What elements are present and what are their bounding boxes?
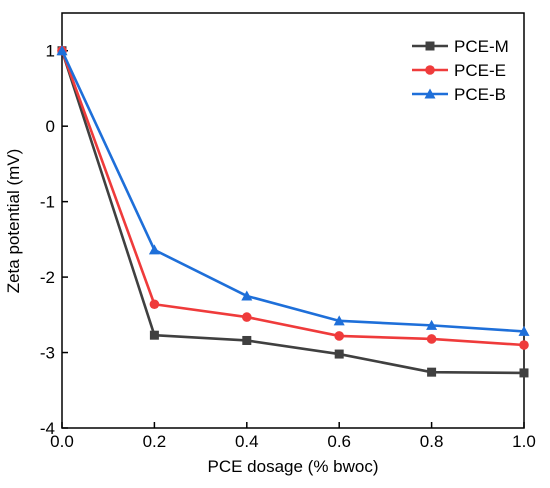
data-point-pce-m	[149, 330, 159, 340]
data-point-pce-e	[519, 340, 529, 350]
legend-label: PCE-B	[454, 85, 506, 104]
series-line-pce-b	[60, 50, 525, 333]
x-axis-title: PCE dosage (% bwoc)	[207, 457, 378, 476]
x-axis-ticks: 0.0 0.2 0.4 0.6 0.8 1.0	[50, 422, 536, 451]
y-tick-label: -2	[40, 268, 55, 287]
series-line-pce-e	[60, 50, 525, 347]
data-point-pce-m	[242, 335, 252, 345]
y-axis-ticks: -4 -3 -2 -1 0 1	[40, 42, 68, 438]
y-tick-label: -3	[40, 344, 55, 363]
series-line-pce-m	[60, 50, 525, 375]
x-tick-label: 0.8	[420, 432, 444, 451]
y-axis-title: Zeta potential (mV)	[4, 149, 23, 294]
y-tick-label: 0	[46, 117, 55, 136]
data-point-pce-m	[427, 367, 437, 377]
legend-item-pce-e: PCE-E	[412, 61, 506, 80]
y-tick-label: 1	[46, 42, 55, 61]
series-layer	[56, 45, 530, 378]
y-tick-label: -1	[40, 193, 55, 212]
data-point-pce-e	[242, 312, 252, 322]
data-point-pce-b	[333, 315, 345, 326]
y-tick-label: -4	[40, 419, 55, 438]
data-point-pce-e	[426, 334, 437, 344]
legend-marker	[424, 88, 436, 99]
legend-label: PCE-E	[454, 61, 506, 80]
legend-item-pce-b: PCE-B	[412, 85, 506, 104]
data-point-pce-b	[426, 319, 438, 330]
x-tick-label: 0.2	[143, 432, 167, 451]
data-point-pce-b	[241, 290, 253, 301]
legend-item-pce-m: PCE-M	[412, 37, 509, 56]
x-tick-label: 0.4	[235, 432, 259, 451]
series-pce-b	[56, 45, 530, 336]
data-point-pce-b	[56, 45, 68, 56]
data-point-pce-m	[519, 368, 529, 378]
legend: PCE-M PCE-E PCE-B	[412, 37, 509, 104]
legend-marker	[425, 65, 435, 75]
x-tick-label: 0.0	[50, 432, 74, 451]
x-tick-label: 0.6	[327, 432, 351, 451]
data-point-pce-b	[518, 325, 530, 336]
data-point-pce-e	[334, 331, 345, 341]
data-point-pce-m	[334, 349, 344, 359]
legend-marker	[425, 41, 435, 51]
legend-label: PCE-M	[454, 37, 509, 56]
data-point-pce-e	[149, 299, 160, 310]
plot-frame	[61, 12, 525, 429]
data-point-pce-b	[148, 244, 160, 255]
x-tick-label: 1.0	[512, 432, 536, 451]
